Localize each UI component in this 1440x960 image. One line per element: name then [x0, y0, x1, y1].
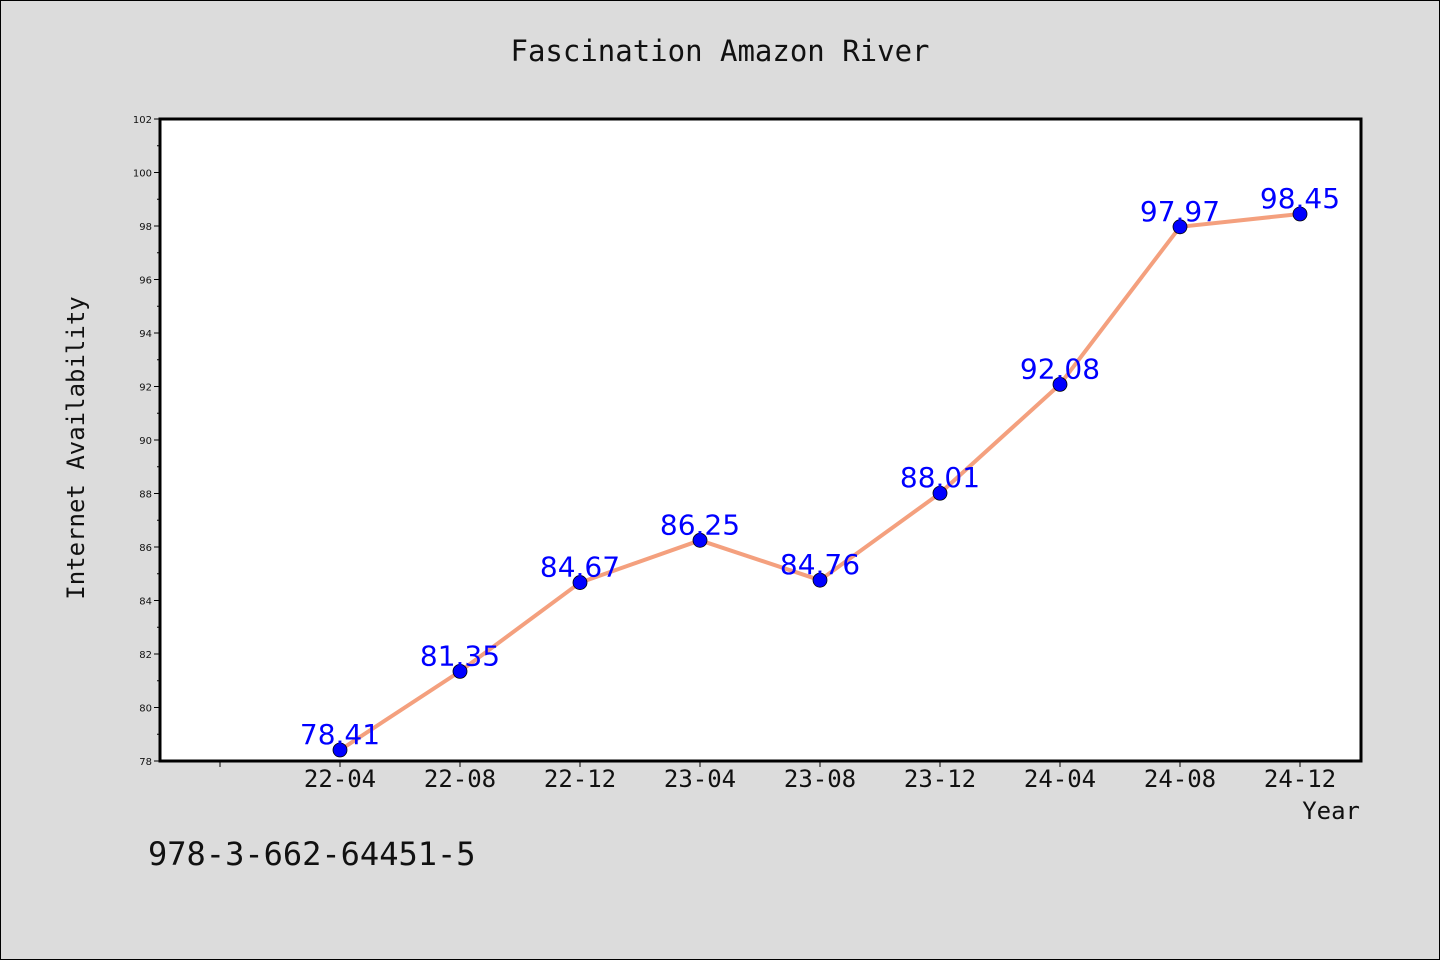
data-label: 88.01: [900, 461, 980, 494]
data-point: [1292, 206, 1308, 222]
y-tick-label: 82: [139, 650, 152, 661]
y-tick-label: 80: [139, 704, 152, 715]
data-label: 92.08: [1020, 352, 1100, 385]
data-label: 78.41: [300, 718, 380, 751]
data-label: 84.67: [540, 551, 620, 584]
data-label: 97.97: [1140, 195, 1220, 228]
data-point: [812, 572, 828, 588]
x-tick-label: 24-12: [1264, 765, 1336, 793]
y-tick-label: 96: [139, 276, 152, 287]
x-tick-label: 24-04: [1024, 765, 1096, 793]
x-tick-label: 22-08: [424, 765, 496, 793]
x-axis-label: Year: [1302, 797, 1360, 825]
y-tick-label: 86: [139, 543, 152, 554]
data-point: [1052, 376, 1068, 392]
y-tick-label: 78: [139, 757, 152, 768]
data-point: [932, 485, 948, 501]
data-point: [452, 663, 468, 679]
data-label: 81.35: [420, 639, 500, 672]
data-point: [332, 742, 348, 758]
x-tick-label: 24-08: [1144, 765, 1216, 793]
y-tick-label: 100: [133, 169, 152, 180]
y-tick-label: 90: [139, 436, 152, 447]
isbn-text: 978-3-662-64451-5: [148, 835, 476, 873]
y-tick-label: 94: [139, 329, 152, 340]
y-tick-label: 88: [139, 490, 152, 501]
data-point: [1172, 219, 1188, 235]
x-tick-label: 22-04: [304, 765, 376, 793]
data-label: 98.45: [1260, 182, 1340, 215]
y-tick-label: 102: [133, 115, 152, 126]
chart-title: Fascination Amazon River: [510, 34, 930, 68]
y-tick-label: 84: [139, 597, 152, 608]
data-point: [572, 575, 588, 590]
data-label: 86.25: [660, 508, 740, 541]
x-tick-label: 23-04: [664, 765, 736, 793]
plot-area: [160, 119, 1361, 761]
data-point: [692, 532, 708, 548]
y-tick-label: 92: [139, 383, 152, 394]
plot-border: [158, 117, 1363, 763]
data-label: 84.76: [780, 548, 860, 581]
y-tick-label: 98: [139, 222, 152, 233]
x-tick-label: 23-08: [784, 765, 856, 793]
x-tick-label: 23-12: [904, 765, 976, 793]
x-tick-label: 22-12: [544, 765, 616, 793]
